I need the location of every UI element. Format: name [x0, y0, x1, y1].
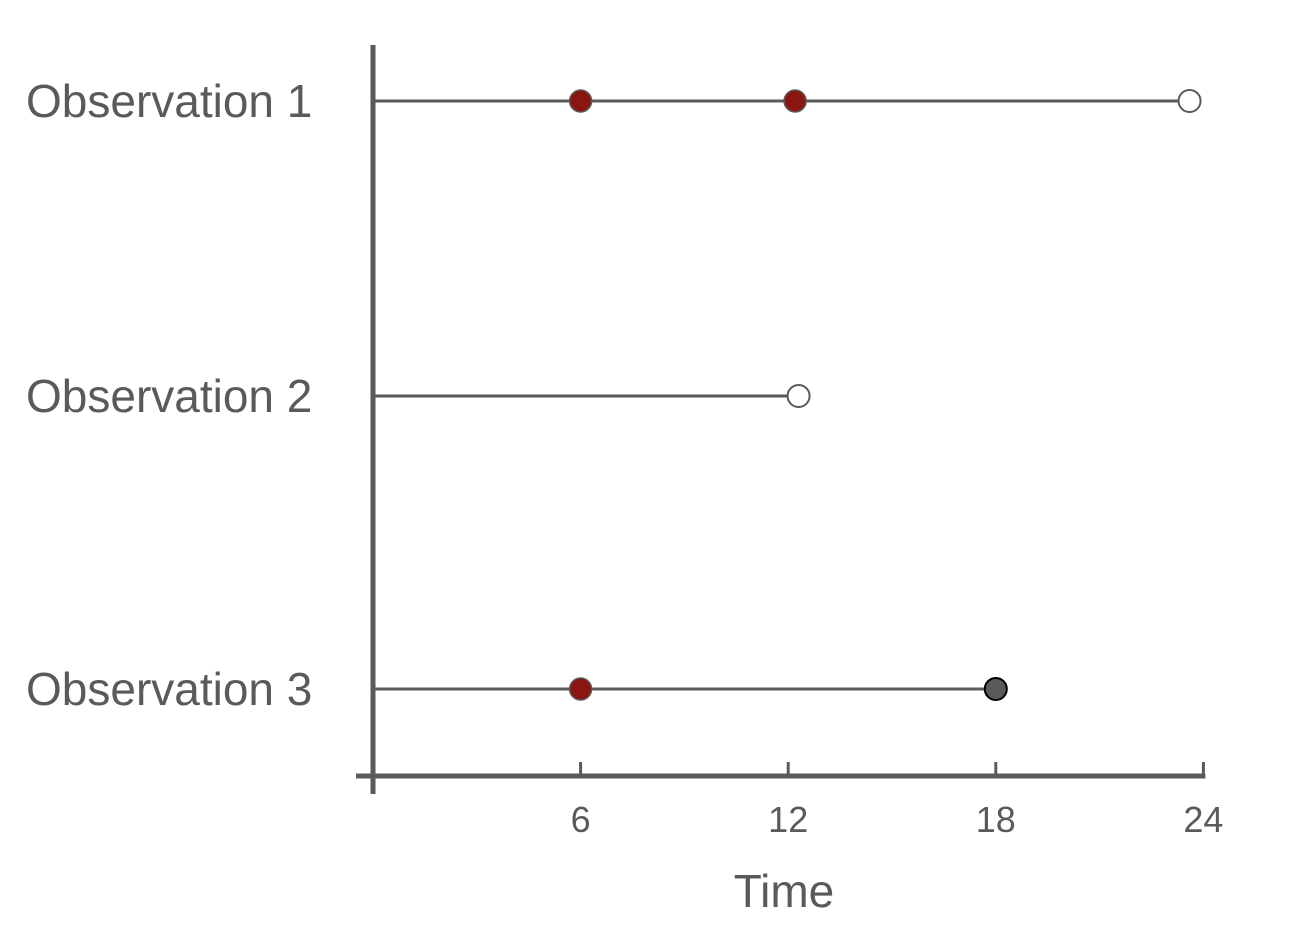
x-tick-label: 6	[571, 799, 591, 840]
event-point	[568, 89, 593, 113]
x-tick-label: 24	[1183, 799, 1223, 840]
points-layer	[568, 89, 1202, 701]
row-label: Observation 1	[26, 75, 312, 127]
x-ticks: 6 12 18 24	[571, 762, 1223, 840]
x-axis-title: Time	[734, 865, 835, 917]
censored-point	[786, 384, 811, 408]
row-label: Observation 3	[26, 663, 312, 715]
censored-point	[1177, 89, 1202, 113]
x-tick-label: 18	[976, 799, 1016, 840]
terminal-event-point	[983, 677, 1008, 701]
row-label: Observation 2	[26, 370, 312, 422]
x-tick-label: 12	[768, 799, 808, 840]
event-point	[568, 677, 593, 701]
event-point	[783, 89, 807, 113]
rows-layer: Observation 1 Observation 2 Observation 3	[26, 75, 1190, 715]
